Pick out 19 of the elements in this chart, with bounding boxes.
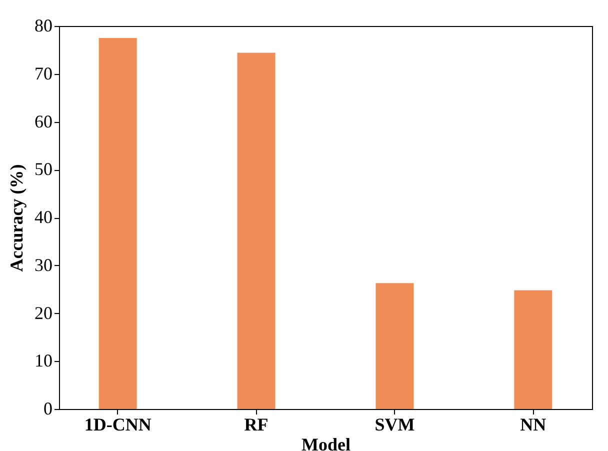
- bar: [514, 290, 552, 409]
- y-tick-label: 50: [34, 159, 52, 180]
- x-tick-label: 1D-CNN: [84, 414, 152, 434]
- y-tick-label: 80: [34, 16, 52, 36]
- y-tick-label: 30: [34, 254, 52, 275]
- y-tick-label: 10: [34, 350, 52, 371]
- y-tick-label: 70: [34, 63, 52, 84]
- x-axis-title: Model: [302, 434, 350, 451]
- y-tick-label: 60: [34, 111, 52, 132]
- x-tick-label: RF: [244, 414, 268, 434]
- x-tick-label: SVM: [374, 414, 415, 434]
- y-axis-title: Accuracy (%): [6, 164, 26, 272]
- bar: [237, 52, 276, 409]
- y-tick-label: 20: [34, 302, 52, 323]
- y-tick-label: 0: [44, 398, 52, 418]
- bar: [98, 38, 137, 409]
- bar: [376, 283, 414, 409]
- y-tick-label: 40: [34, 207, 52, 227]
- x-tick-label: NN: [520, 414, 546, 434]
